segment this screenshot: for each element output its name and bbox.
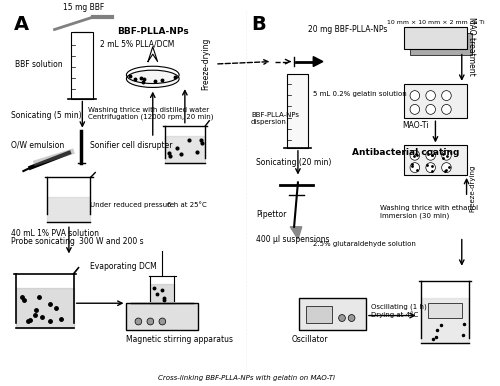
- Circle shape: [426, 105, 436, 114]
- Text: BBF-PLLA-NPs: BBF-PLLA-NPs: [117, 27, 188, 36]
- Circle shape: [410, 105, 420, 114]
- Bar: [428, 303, 462, 318]
- Circle shape: [147, 318, 154, 325]
- Text: MAO treatment: MAO treatment: [466, 17, 475, 76]
- Circle shape: [410, 150, 420, 160]
- Ellipse shape: [126, 70, 179, 88]
- Circle shape: [426, 163, 436, 173]
- Circle shape: [410, 163, 420, 173]
- Circle shape: [348, 315, 355, 322]
- Circle shape: [159, 318, 166, 325]
- Bar: [299, 298, 366, 330]
- Text: 15 mg BBF: 15 mg BBF: [62, 3, 104, 12]
- Text: Antibacterial coating: Antibacterial coating: [352, 148, 459, 157]
- Text: 2.5% glutaraldehyde solution: 2.5% glutaraldehyde solution: [314, 241, 416, 247]
- Polygon shape: [290, 227, 302, 239]
- Text: Freeze-drying: Freeze-drying: [201, 38, 210, 90]
- Text: 10 mm × 10 mm × 2 mm cp Ti: 10 mm × 10 mm × 2 mm cp Ti: [386, 20, 484, 25]
- Text: Evaporating DCM: Evaporating DCM: [90, 262, 157, 271]
- Circle shape: [426, 150, 436, 160]
- Text: MAO-Ti: MAO-Ti: [402, 121, 428, 130]
- Bar: [126, 303, 198, 330]
- Text: 40 mL 1% PVA solution: 40 mL 1% PVA solution: [10, 229, 99, 238]
- Circle shape: [426, 91, 436, 100]
- Text: 300 W and 200 s: 300 W and 200 s: [78, 237, 143, 246]
- Circle shape: [410, 91, 420, 100]
- Text: Under reduced pressure: Under reduced pressure: [90, 201, 174, 208]
- Text: B: B: [251, 15, 266, 34]
- Text: Probe sonicating: Probe sonicating: [12, 237, 76, 246]
- Text: 400 μl suspensions: 400 μl suspensions: [256, 235, 330, 244]
- Circle shape: [442, 91, 451, 100]
- Bar: [72, 32, 93, 98]
- Text: Cross-linking BBF-PLLA-NPs with gelatin on MAO-Ti: Cross-linking BBF-PLLA-NPs with gelatin …: [158, 374, 334, 381]
- Text: BBF-PLLA-NPs
dispersion: BBF-PLLA-NPs dispersion: [251, 112, 299, 125]
- Text: Sonifier cell disrupter: Sonifier cell disrupter: [90, 141, 173, 150]
- Circle shape: [442, 150, 451, 160]
- Text: 2 mL 5% PLLA/DCM: 2 mL 5% PLLA/DCM: [100, 40, 174, 49]
- Circle shape: [442, 163, 451, 173]
- Text: 6 h at 25°C: 6 h at 25°C: [167, 201, 207, 208]
- Text: O/W emulsion: O/W emulsion: [12, 141, 64, 150]
- Bar: [287, 74, 308, 148]
- Bar: [404, 84, 466, 118]
- Text: Oscillating (1 h)
Drying at 4°C: Oscillating (1 h) Drying at 4°C: [371, 303, 426, 318]
- Text: Pipettor: Pipettor: [256, 210, 286, 219]
- Text: Sonicating (20 min): Sonicating (20 min): [256, 158, 331, 167]
- Text: Oscillator: Oscillator: [292, 335, 328, 344]
- Text: Sonicating (5 min): Sonicating (5 min): [12, 111, 82, 120]
- Text: Magnetic stirring apparatus: Magnetic stirring apparatus: [126, 335, 234, 344]
- Circle shape: [135, 318, 141, 325]
- Text: Washing thrice with ethanol
Immersion (30 min): Washing thrice with ethanol Immersion (3…: [380, 205, 478, 219]
- Text: 5 mL 0.2% gelatin solution: 5 mL 0.2% gelatin solution: [314, 91, 407, 96]
- Text: BBF solution: BBF solution: [16, 59, 63, 69]
- Text: A: A: [14, 15, 29, 34]
- Polygon shape: [314, 57, 323, 66]
- Polygon shape: [410, 33, 472, 55]
- Polygon shape: [404, 27, 466, 49]
- Circle shape: [442, 105, 451, 114]
- Bar: [404, 146, 466, 175]
- Text: Freeze-drying: Freeze-drying: [469, 164, 475, 212]
- Text: Washing thrice with distilled water
Centrifugation (12000 rpm, 20 min): Washing thrice with distilled water Cent…: [88, 107, 214, 120]
- Circle shape: [338, 315, 345, 322]
- Bar: [306, 306, 332, 323]
- Text: 20 mg BBF-PLLA-NPs: 20 mg BBF-PLLA-NPs: [308, 25, 388, 34]
